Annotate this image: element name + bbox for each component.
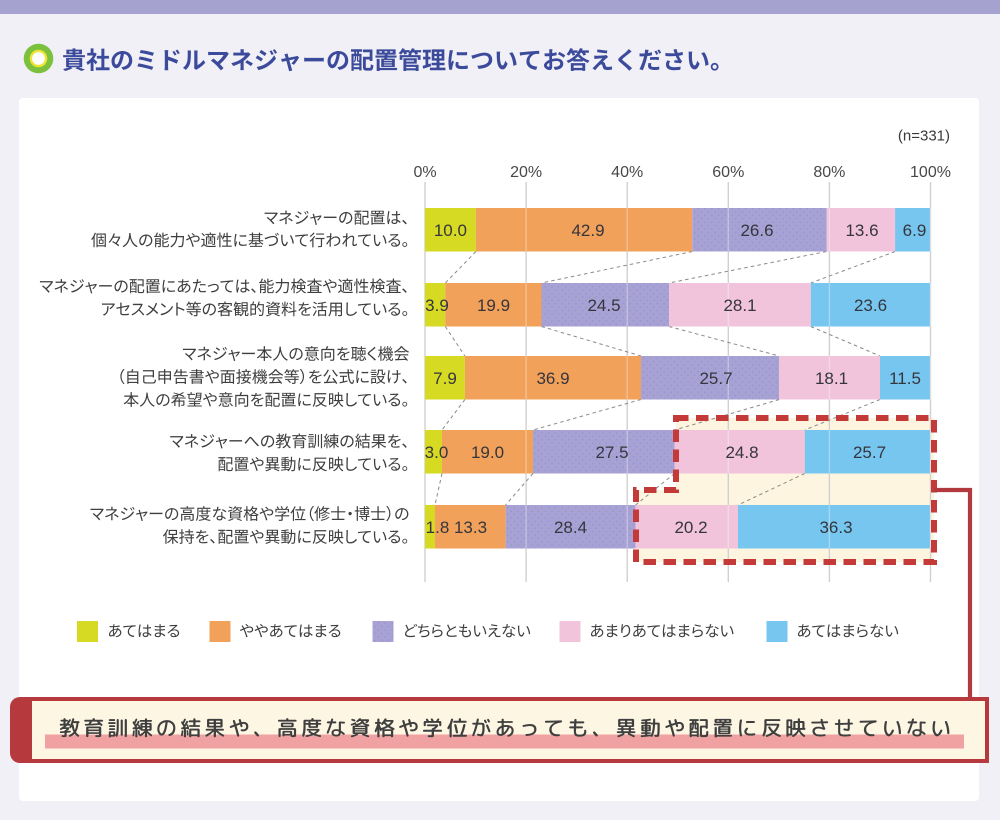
- svg-text:0%: 0%: [413, 164, 436, 181]
- svg-text:28.1: 28.1: [723, 296, 756, 315]
- svg-text:36.9: 36.9: [536, 369, 569, 388]
- svg-text:20.2: 20.2: [674, 518, 707, 537]
- svg-text:3.0: 3.0: [425, 443, 449, 462]
- svg-text:60%: 60%: [712, 164, 744, 181]
- svg-text:18.1: 18.1: [815, 369, 848, 388]
- svg-text:40%: 40%: [611, 164, 643, 181]
- svg-text:(n=331): (n=331): [898, 127, 950, 144]
- svg-text:24.5: 24.5: [587, 296, 620, 315]
- svg-text:13.6: 13.6: [845, 221, 878, 240]
- svg-text:42.9: 42.9: [571, 221, 604, 240]
- svg-text:20%: 20%: [510, 164, 542, 181]
- svg-text:3.9: 3.9: [425, 296, 449, 315]
- svg-text:19.9: 19.9: [477, 296, 510, 315]
- svg-text:80%: 80%: [813, 164, 845, 181]
- svg-text:23.6: 23.6: [854, 296, 887, 315]
- svg-text:6.9: 6.9: [903, 221, 927, 240]
- svg-text:100%: 100%: [910, 164, 951, 181]
- svg-text:28.4: 28.4: [554, 518, 587, 537]
- svg-text:11.5: 11.5: [889, 369, 921, 388]
- svg-text:26.6: 26.6: [740, 221, 773, 240]
- svg-text:36.3: 36.3: [819, 518, 852, 537]
- svg-text:1.8: 1.8: [426, 518, 450, 537]
- svg-text:10.0: 10.0: [434, 221, 467, 240]
- svg-text:27.5: 27.5: [595, 443, 628, 462]
- svg-text:7.9: 7.9: [433, 369, 457, 388]
- svg-text:25.7: 25.7: [699, 369, 732, 388]
- svg-text:13.3: 13.3: [454, 518, 487, 537]
- svg-text:24.8: 24.8: [725, 443, 758, 462]
- svg-text:25.7: 25.7: [853, 443, 886, 462]
- svg-text:19.0: 19.0: [471, 443, 504, 462]
